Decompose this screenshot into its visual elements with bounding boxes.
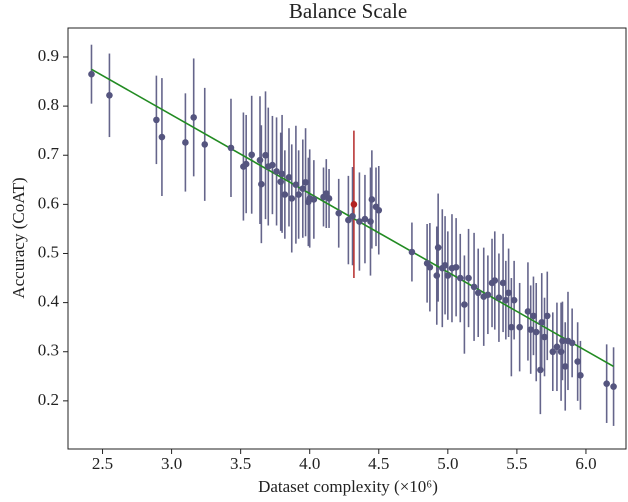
data-point bbox=[559, 337, 566, 345]
data-point bbox=[557, 348, 565, 356]
data-point bbox=[574, 358, 581, 365]
data-point bbox=[258, 180, 265, 188]
data-point bbox=[295, 191, 302, 198]
data-point bbox=[491, 277, 499, 284]
x-tick-label: 2.5 bbox=[92, 454, 113, 473]
data-point bbox=[278, 170, 286, 178]
data-point bbox=[537, 366, 544, 374]
data-point bbox=[350, 201, 358, 208]
data-point bbox=[262, 151, 269, 159]
data-point bbox=[465, 274, 472, 282]
data-point bbox=[561, 363, 569, 370]
data-point bbox=[242, 160, 250, 168]
y-tick-label: 0.3 bbox=[38, 341, 59, 360]
data-point bbox=[484, 291, 492, 299]
y-tick-label: 0.7 bbox=[38, 144, 60, 163]
data-point bbox=[302, 178, 309, 186]
data-point bbox=[368, 196, 376, 203]
chart-title: Balance Scale bbox=[289, 0, 407, 23]
data-point bbox=[549, 348, 557, 356]
data-point bbox=[568, 339, 576, 347]
data-point bbox=[349, 212, 356, 220]
y-tick-label: 0.8 bbox=[38, 95, 59, 114]
data-point bbox=[434, 244, 442, 251]
data-point bbox=[474, 289, 482, 297]
data-point bbox=[269, 161, 276, 169]
data-point bbox=[201, 141, 209, 148]
data-point bbox=[345, 216, 352, 224]
data-point bbox=[610, 383, 617, 390]
data-point bbox=[456, 274, 464, 282]
data-point bbox=[516, 323, 523, 331]
data-point bbox=[508, 323, 515, 331]
data-point bbox=[281, 191, 289, 198]
data-point bbox=[335, 209, 343, 217]
data-point bbox=[375, 206, 383, 214]
y-axis-label: Accuracy (CoAT) bbox=[9, 177, 28, 298]
data-point bbox=[299, 185, 307, 192]
data-point bbox=[153, 116, 160, 124]
x-tick-label: 5.5 bbox=[506, 454, 527, 473]
data-point bbox=[532, 328, 540, 336]
data-point bbox=[553, 343, 561, 351]
data-point bbox=[538, 318, 546, 326]
x-tick-label: 6.0 bbox=[575, 454, 596, 473]
data-point bbox=[505, 289, 512, 297]
y-tick-label: 0.4 bbox=[38, 292, 60, 311]
data-point bbox=[470, 283, 478, 291]
data-point bbox=[227, 144, 235, 152]
data-point bbox=[285, 174, 293, 181]
plot-frame bbox=[67, 27, 627, 450]
data-point bbox=[322, 190, 330, 197]
data-point bbox=[577, 372, 584, 379]
data-point bbox=[426, 263, 434, 271]
data-point bbox=[325, 195, 333, 202]
data-point bbox=[288, 195, 296, 202]
data-point bbox=[495, 294, 503, 301]
data-point bbox=[433, 272, 441, 279]
data-point bbox=[277, 178, 285, 186]
data-point bbox=[158, 133, 166, 141]
data-point bbox=[256, 156, 264, 164]
x-axis-label: Dataset complexity (×10⁶) bbox=[258, 477, 438, 496]
x-tick-label: 4.5 bbox=[368, 454, 389, 473]
data-point bbox=[361, 215, 369, 223]
data-point bbox=[190, 114, 197, 121]
data-point bbox=[524, 308, 532, 315]
x-tick-label: 3.5 bbox=[230, 454, 251, 473]
data-point bbox=[543, 312, 551, 320]
data-point bbox=[310, 196, 318, 203]
y-tick-label: 0.5 bbox=[38, 242, 59, 261]
data-point bbox=[530, 312, 537, 320]
x-tick-label: 5.0 bbox=[437, 454, 458, 473]
data-point bbox=[452, 263, 460, 271]
data-point bbox=[182, 139, 189, 146]
data-point bbox=[88, 70, 95, 78]
y-tick-label: 0.2 bbox=[38, 390, 59, 409]
data-point bbox=[106, 92, 113, 99]
data-point bbox=[527, 326, 534, 333]
data-point bbox=[248, 151, 255, 159]
x-tick-label: 4.0 bbox=[299, 454, 320, 473]
data-point bbox=[444, 272, 452, 279]
data-point bbox=[510, 296, 518, 304]
data-point bbox=[461, 301, 468, 308]
data-point bbox=[367, 218, 374, 225]
x-tick-label: 3.0 bbox=[161, 454, 182, 473]
data-point bbox=[408, 248, 416, 256]
y-tick-label: 0.6 bbox=[38, 193, 59, 212]
y-tick-label: 0.9 bbox=[38, 46, 59, 65]
data-point bbox=[292, 181, 300, 189]
data-point bbox=[499, 279, 507, 287]
data-point bbox=[502, 296, 510, 304]
data-point bbox=[356, 218, 363, 225]
data-point bbox=[603, 380, 610, 387]
data-point bbox=[441, 261, 449, 269]
data-point bbox=[541, 333, 548, 341]
data-point bbox=[273, 168, 280, 175]
